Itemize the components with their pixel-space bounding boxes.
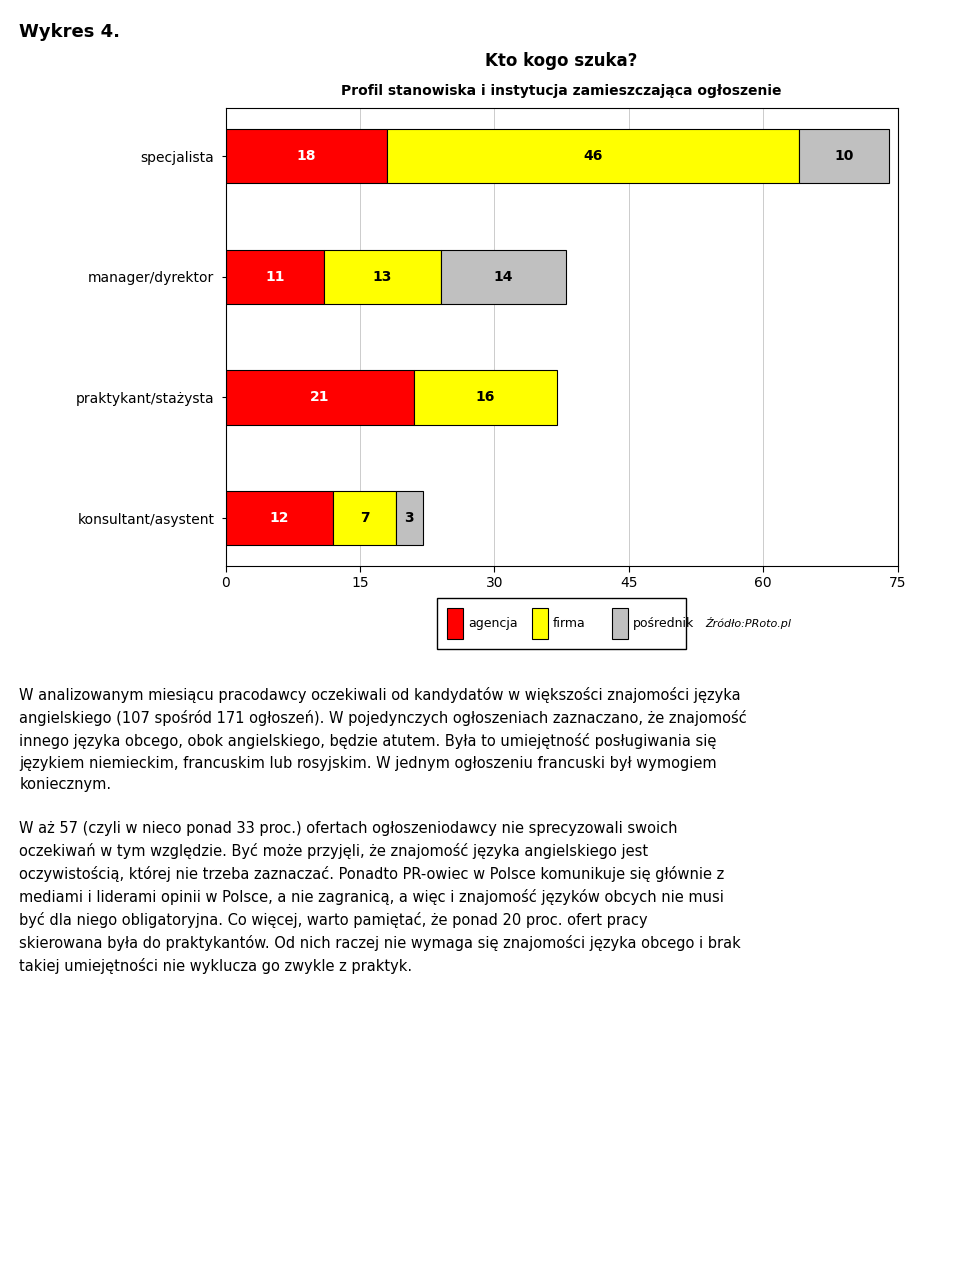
Text: 11: 11: [265, 270, 284, 284]
Bar: [446, 608, 463, 639]
Bar: [396, 491, 422, 546]
Text: 21: 21: [310, 391, 329, 404]
Text: pośrednik: pośrednik: [633, 617, 694, 630]
Bar: [441, 249, 566, 304]
Bar: [226, 491, 333, 546]
Text: Kto kogo szuka?: Kto kogo szuka?: [486, 52, 637, 70]
Text: Profil stanowiska i instytucja zamieszczająca ogłoszenie: Profil stanowiska i instytucja zamieszcz…: [342, 84, 781, 98]
Text: 18: 18: [297, 149, 316, 163]
Bar: [612, 608, 628, 639]
Bar: [226, 128, 387, 183]
Text: 16: 16: [476, 391, 495, 404]
Bar: [333, 491, 396, 546]
Text: 7: 7: [360, 511, 370, 525]
Bar: [532, 608, 548, 639]
Bar: [226, 249, 324, 304]
Text: 12: 12: [270, 511, 289, 525]
Text: agencja: agencja: [468, 617, 517, 630]
Text: 14: 14: [493, 270, 513, 284]
Text: 46: 46: [584, 149, 603, 163]
Text: 3: 3: [404, 511, 414, 525]
Text: 10: 10: [834, 149, 853, 163]
Bar: [799, 128, 889, 183]
Bar: [324, 249, 441, 304]
Text: 13: 13: [372, 270, 392, 284]
Bar: [387, 128, 799, 183]
Bar: [414, 370, 557, 425]
Bar: [226, 370, 414, 425]
Text: W analizowanym miesiącu pracodawcy oczekiwali od kandydatów w większości znajomo: W analizowanym miesiącu pracodawcy oczek…: [19, 687, 747, 974]
Text: firma: firma: [553, 617, 586, 630]
Text: Źródło:PRoto.pl: Źródło:PRoto.pl: [706, 617, 792, 630]
Text: Wykres 4.: Wykres 4.: [19, 23, 120, 41]
